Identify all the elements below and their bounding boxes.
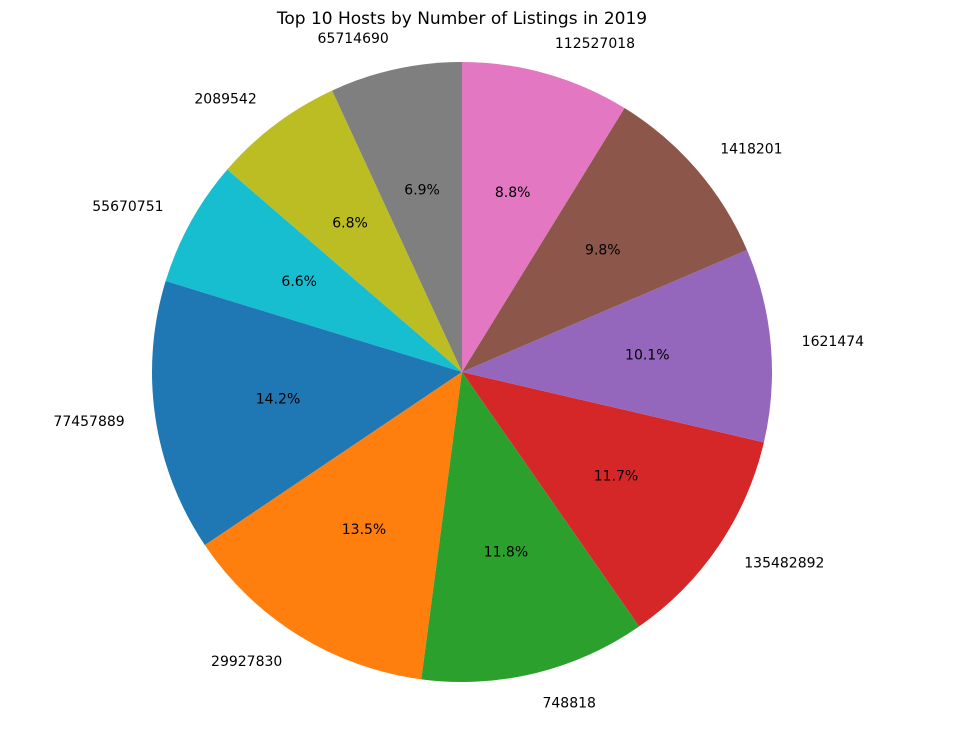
pie-slice-65714690 xyxy=(332,62,462,372)
pie-labels: 65714690 6.9% 2089542 6.8% 55670751 6.6% 77457… xyxy=(53,31,864,711)
slice-label: 748818 xyxy=(542,695,595,711)
slice-percent-label: 11.8% xyxy=(484,545,528,561)
slice-percent-label: 6.6% xyxy=(281,274,317,290)
slice-label: 135482892 xyxy=(744,555,824,571)
pie-slices xyxy=(152,62,772,682)
pie-slice-55670751 xyxy=(165,169,463,372)
slice-label: 77457889 xyxy=(53,414,124,430)
slice-percent-label: 6.9% xyxy=(404,182,440,198)
pie-slice-2089542 xyxy=(227,90,462,372)
slice-label: 112527018 xyxy=(555,36,635,52)
slice-label: 29927830 xyxy=(211,654,282,670)
slice-percent-label: 6.8% xyxy=(332,215,368,231)
chart-title: Top 10 Hosts by Number of Listings in 20… xyxy=(276,9,647,29)
slice-label: 1418201 xyxy=(720,141,782,157)
slice-percent-label: 10.1% xyxy=(625,348,669,364)
pie-slice-77457889 xyxy=(152,281,462,546)
pie-slice-748818 xyxy=(421,372,640,682)
pie-slice-29927830 xyxy=(204,372,462,680)
slice-percent-label: 9.8% xyxy=(585,243,621,259)
slice-percent-label: 11.7% xyxy=(594,468,638,484)
slice-percent-label: 8.8% xyxy=(495,185,531,201)
slice-label: 65714690 xyxy=(318,31,389,47)
pie-slice-135482892 xyxy=(462,372,764,627)
slice-percent-label: 13.5% xyxy=(342,522,386,538)
pie-slice-112527018 xyxy=(462,62,625,372)
pie-slice-1418201 xyxy=(462,108,747,372)
slice-label: 1621474 xyxy=(802,334,864,350)
slice-label: 55670751 xyxy=(92,199,163,215)
slice-label: 2089542 xyxy=(194,92,256,108)
slice-percent-label: 14.2% xyxy=(256,391,300,407)
pie-slice-1621474 xyxy=(462,250,772,443)
